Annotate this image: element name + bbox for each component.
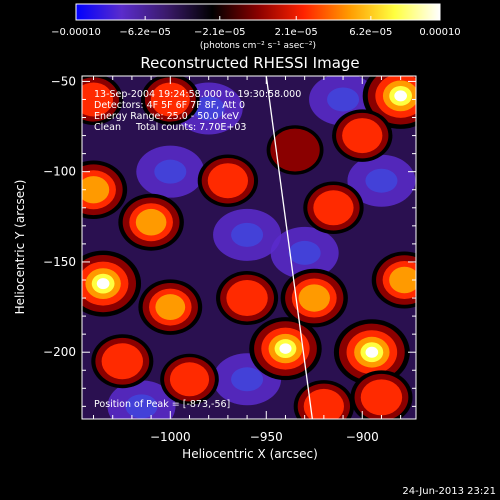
x-tick-label: −900: [346, 430, 379, 444]
hot-region: [303, 388, 344, 419]
hot-region: [150, 82, 190, 117]
hot-region: [279, 343, 292, 354]
hot-region: [270, 128, 320, 172]
peak-position-label: Position of Peak = [-873,-56]: [94, 399, 230, 410]
hot-region: [155, 294, 186, 321]
y-axis-label: Heliocentric Y (arcsec): [13, 180, 27, 315]
chart-title: Reconstructed RHESSI Image: [140, 54, 359, 72]
hot-region: [389, 266, 416, 294]
cold-region-core: [288, 240, 321, 265]
hot-region: [207, 163, 249, 199]
footer-timestamp: 24-Jun-2013 23:21: [402, 486, 496, 497]
hot-region: [226, 280, 268, 317]
y-tick-label: −50: [51, 74, 76, 88]
hot-region: [101, 343, 144, 380]
annotation-detectors: Detectors: 4F 5F 6F 7F 8F, Att 0: [94, 100, 245, 111]
hot-region: [313, 190, 354, 226]
x-tick-label: −1000: [150, 430, 191, 444]
hot-region: [169, 362, 210, 397]
colorbar-ticks: −0.00010 −6.2e−05 −2.1e−05 2.1e−05 6.2e−05 0.…: [51, 16, 461, 38]
hot-region: [82, 176, 110, 204]
hot-region: [360, 379, 403, 416]
cold-region-core: [327, 87, 360, 112]
cold-region-core: [154, 159, 187, 184]
colorbar-tick-label: 0.00010: [419, 27, 460, 38]
colorbar-tick-label: −0.00010: [51, 27, 101, 38]
hot-region: [96, 278, 110, 290]
y-tick-label: −100: [43, 165, 76, 179]
cold-region-core: [365, 168, 398, 193]
axis-ticks: −1000 −950 −900 −50 −100 −150 −200: [43, 74, 416, 444]
hot-region: [365, 346, 379, 358]
annotation-block: 13-Sep-2004 19:24:58.000 to 19:30:58.000…: [94, 89, 301, 410]
annotation-clean: Clean Total counts: 7.70E+03: [94, 122, 246, 133]
annotation-energy: Energy Range: 25.0 - 50.0 keV: [94, 111, 239, 122]
colorbar-units: (photons cm⁻² s⁻¹ asec⁻²): [200, 41, 316, 51]
hot-region: [342, 118, 383, 154]
cold-region-core: [231, 222, 264, 247]
hot-region: [298, 284, 330, 312]
annotation-time: 13-Sep-2004 19:24:58.000 to 19:30:58.000: [94, 89, 301, 100]
heatmap-image: [82, 76, 416, 419]
colorbar-tick-label: 6.2e−05: [349, 27, 392, 38]
cold-region-core: [125, 394, 158, 419]
y-tick-label: −150: [43, 255, 76, 269]
cold-region-core: [231, 367, 264, 392]
colorbar-strip: [75, 3, 441, 21]
hot-region: [135, 208, 167, 236]
colorbar-tick-label: −6.2e−05: [119, 27, 171, 38]
cold-region-core: [192, 96, 225, 121]
colorbar: −0.00010 −6.2e−05 −2.1e−05 2.1e−05 6.2e−05 0.…: [51, 3, 461, 51]
x-axis-label: Heliocentric X (arcsec): [182, 447, 318, 461]
y-tick-label: −200: [43, 345, 76, 359]
solar-limb-line: [265, 76, 313, 419]
colorbar-tick-label: −2.1e−05: [194, 27, 246, 38]
hot-region: [394, 90, 407, 102]
colorbar-tick-label: 2.1e−05: [275, 27, 318, 38]
hot-region: [82, 82, 114, 117]
plot-frame: [81, 75, 417, 420]
plot-area: −1000 −950 −900 −50 −100 −150 −200: [43, 74, 417, 444]
x-tick-label: −950: [250, 430, 283, 444]
